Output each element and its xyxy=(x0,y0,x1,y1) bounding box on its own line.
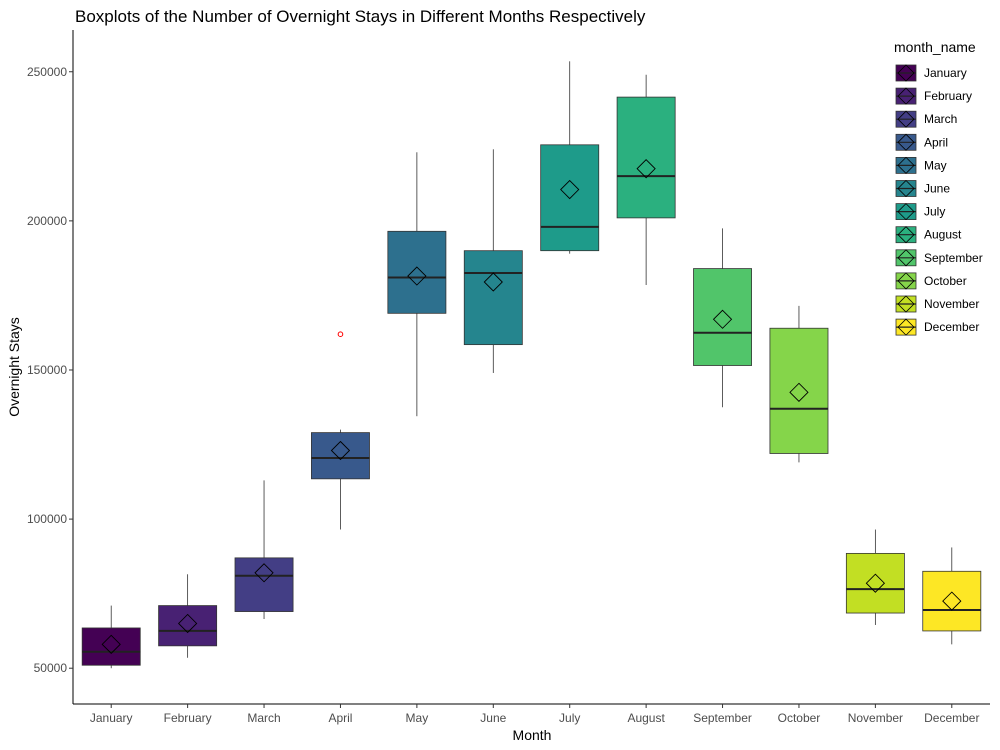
legend-label: July xyxy=(924,205,945,219)
legend-label: August xyxy=(924,228,962,242)
x-tick-label: February xyxy=(164,711,212,725)
box-body xyxy=(845,552,905,614)
box-june xyxy=(463,149,523,373)
legend-label: June xyxy=(924,182,950,196)
box-body xyxy=(693,268,752,366)
x-axis-title: Month xyxy=(513,727,552,743)
mean-marker xyxy=(789,382,809,402)
box-body xyxy=(922,570,982,632)
legend-item-december: December xyxy=(895,318,979,336)
legend-label: November xyxy=(924,297,979,311)
box-november xyxy=(845,529,905,625)
legend-key-mean xyxy=(897,203,915,221)
legend-item-february: February xyxy=(895,87,972,105)
y-tick-label: 150000 xyxy=(27,363,67,377)
legend-key-mean xyxy=(897,64,915,82)
box-body xyxy=(158,605,218,647)
legend-label: February xyxy=(924,89,972,103)
mean-marker xyxy=(330,440,351,461)
x-tick-label: June xyxy=(480,711,506,725)
box-body xyxy=(81,627,141,666)
mean-marker xyxy=(636,159,656,179)
legend-key-mean xyxy=(897,110,915,128)
x-tick-label: October xyxy=(778,711,821,725)
box-december xyxy=(922,547,982,645)
legend-item-august: August xyxy=(895,226,962,244)
outlier-point xyxy=(337,331,344,337)
box-october xyxy=(769,305,829,463)
legend-item-november: November xyxy=(895,295,979,313)
box-body xyxy=(463,250,523,346)
mean-marker xyxy=(177,613,198,634)
y-tick-label: 100000 xyxy=(27,512,67,526)
legend-key-mean xyxy=(897,179,915,198)
mean-marker xyxy=(712,309,733,329)
y-tick-label: 200000 xyxy=(27,214,67,228)
box-january xyxy=(81,605,141,669)
x-tick-label: January xyxy=(90,711,133,725)
legend-key-mean xyxy=(897,226,915,244)
legend-label: October xyxy=(924,274,967,288)
mean-marker xyxy=(101,634,121,654)
box-body xyxy=(769,327,829,454)
legend-item-march: March xyxy=(895,110,957,128)
legend-label: April xyxy=(924,135,948,149)
legend-item-january: January xyxy=(895,64,967,82)
legend-label: May xyxy=(924,158,947,172)
box-may xyxy=(387,152,447,417)
x-tick-label: August xyxy=(627,711,665,725)
box-april xyxy=(311,331,370,530)
mean-marker xyxy=(483,272,503,292)
mean-marker xyxy=(560,179,580,200)
box-body xyxy=(387,230,447,314)
y-tick-label: 50000 xyxy=(34,661,68,675)
x-tick-label: December xyxy=(924,711,979,725)
mean-marker xyxy=(407,266,427,286)
box-body xyxy=(234,557,294,612)
legend-title: month_name xyxy=(894,39,976,55)
legend-label: December xyxy=(924,320,979,334)
legend-label: March xyxy=(924,112,957,126)
box-march xyxy=(234,480,294,620)
legend-item-october: October xyxy=(895,272,967,290)
x-tick-label: November xyxy=(848,711,903,725)
y-axis-title: Overnight Stays xyxy=(6,317,22,417)
legend-key-mean xyxy=(897,156,915,174)
mean-marker xyxy=(254,563,274,583)
x-tick-label: April xyxy=(328,711,352,725)
legend-key-mean xyxy=(897,249,915,267)
box-august xyxy=(616,74,676,285)
legend-item-april: April xyxy=(895,133,948,151)
legend-key-mean xyxy=(897,87,915,105)
x-tick-label: July xyxy=(559,711,580,725)
chart-title: Boxplots of the Number of Overnight Stay… xyxy=(75,7,646,26)
plot-area xyxy=(81,61,982,669)
mean-marker xyxy=(865,573,886,593)
y-axis-ticks: 50000 100000 150000 200000 250000 xyxy=(27,65,73,675)
box-body xyxy=(311,432,370,480)
box-september xyxy=(693,228,752,408)
legend-key-mean xyxy=(897,295,915,313)
legend-key-mean xyxy=(897,318,915,336)
x-tick-label: September xyxy=(693,711,752,725)
mean-marker xyxy=(942,591,962,611)
legend-key-mean xyxy=(897,133,915,151)
box-body xyxy=(616,96,676,219)
y-tick-label: 250000 xyxy=(27,65,67,79)
legend-label: January xyxy=(924,66,967,80)
legend-key-mean xyxy=(897,272,915,290)
legend: month_name January February March April May J… xyxy=(894,39,983,336)
box-body xyxy=(540,144,600,252)
x-tick-label: May xyxy=(406,711,429,725)
x-axis-ticks: January February March April May June July Augu… xyxy=(90,704,979,725)
legend-item-june: June xyxy=(895,179,950,198)
legend-item-july: July xyxy=(895,203,945,221)
legend-item-september: September xyxy=(895,249,983,267)
legend-label: September xyxy=(924,251,983,265)
box-july xyxy=(540,61,600,254)
x-tick-label: March xyxy=(247,711,280,725)
box-february xyxy=(158,574,218,658)
legend-item-may: May xyxy=(895,156,947,174)
